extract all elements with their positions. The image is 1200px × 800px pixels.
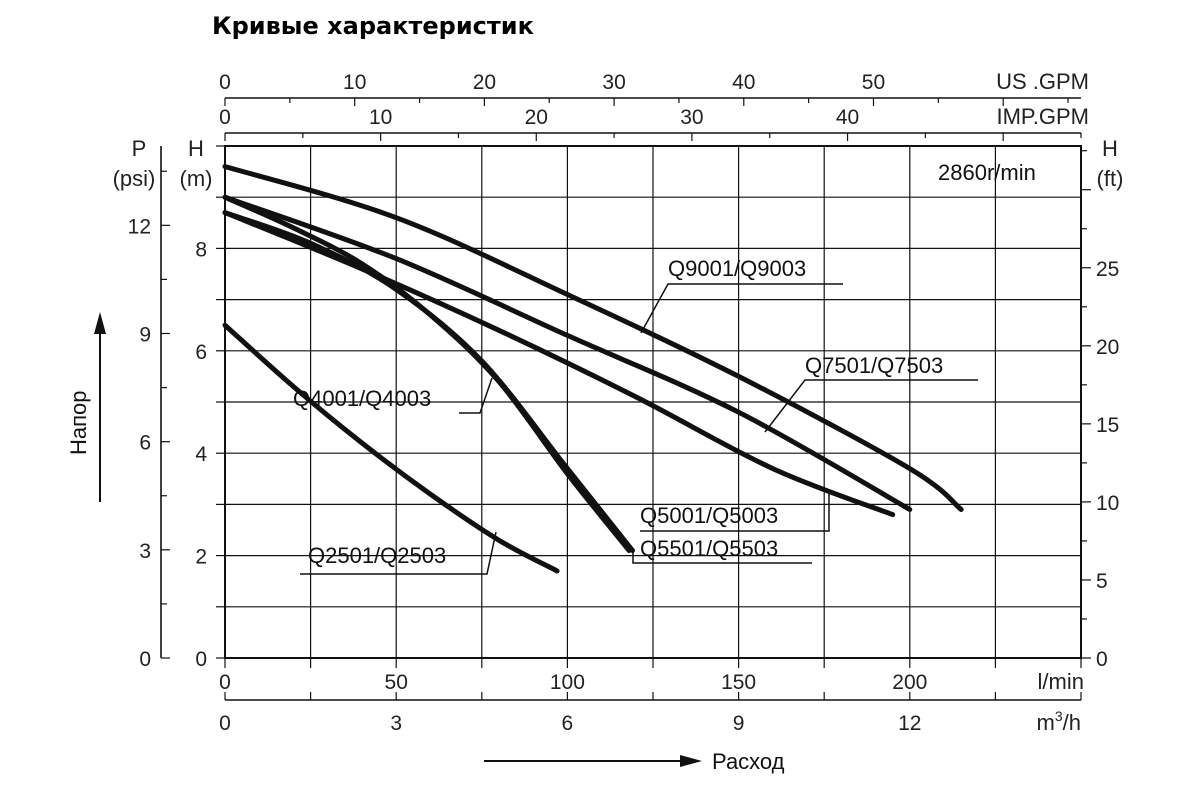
ft-unit: (ft) bbox=[1097, 166, 1124, 191]
ft-unit-letter: H bbox=[1102, 136, 1118, 161]
usgpm-tick-label: 0 bbox=[219, 71, 231, 94]
ft-tick-label: 25 bbox=[1096, 258, 1119, 281]
chart-title: Кривые характеристик bbox=[212, 12, 534, 40]
lmin-unit: l/min bbox=[1038, 669, 1084, 694]
psi-tick-label: 0 bbox=[139, 648, 151, 671]
lmin-tick-label: 50 bbox=[385, 671, 408, 694]
curve-q5001-q5003 bbox=[222, 210, 896, 518]
left-axes: 0 2 4 6 8 H (m) 0 3 6 9 12 P (psi) bbox=[113, 136, 225, 671]
series-label-q7501-q7503: Q7501/Q7503 bbox=[805, 353, 943, 378]
curve-q5501-q5503 bbox=[222, 194, 632, 553]
lmin-tick-label: 200 bbox=[892, 671, 927, 694]
m-tick-label: 6 bbox=[195, 341, 207, 364]
series-label-q5001-q5003: Q5001/Q5003 bbox=[640, 503, 778, 528]
m3h-tick-label: 9 bbox=[733, 712, 745, 735]
m3h-tick-label: 0 bbox=[219, 712, 231, 735]
m3h-unit-tail: /h bbox=[1063, 710, 1081, 735]
m3h-unit-sup: 3 bbox=[1055, 708, 1063, 724]
series-label-q4001-q4003: Q4001/Q4003 bbox=[293, 386, 431, 411]
impgpm-tick-label: 40 bbox=[836, 106, 859, 129]
leader-q5501-q5503 bbox=[632, 548, 812, 564]
curve-q7501-q7503 bbox=[222, 194, 913, 512]
ft-tick-label: 10 bbox=[1096, 492, 1119, 515]
m-tick-label: 4 bbox=[195, 443, 207, 466]
m3h-unit: m3/h bbox=[1037, 708, 1081, 735]
speed-annotation: 2860r/min bbox=[938, 160, 1036, 185]
m-unit-letter: H bbox=[188, 136, 204, 161]
m3h-tick-label: 6 bbox=[562, 712, 574, 735]
ft-tick-label: 5 bbox=[1096, 570, 1108, 593]
x-axis-title: Расход bbox=[712, 749, 785, 774]
impgpm-tick-label: 20 bbox=[525, 106, 548, 129]
psi-unit-letter: P bbox=[132, 136, 147, 161]
leader-q2501-q2503 bbox=[300, 531, 497, 575]
y-axis-title: Напор bbox=[66, 390, 91, 455]
psi-tick-label: 3 bbox=[139, 540, 151, 563]
x-axis-title-group: Расход bbox=[484, 749, 785, 774]
psi-tick-label: 12 bbox=[128, 215, 151, 238]
psi-unit: (psi) bbox=[113, 166, 156, 191]
leader-q4001-q4003 bbox=[459, 377, 493, 414]
curves bbox=[222, 164, 964, 574]
m-tick-label: 8 bbox=[195, 238, 207, 261]
lmin-tick-label: 100 bbox=[550, 671, 585, 694]
y-axis-title-group: Напор bbox=[66, 312, 106, 502]
x-axis-arrow-head bbox=[680, 755, 702, 767]
right-axis: 0 5 10 15 20 25 H (ft) bbox=[1081, 136, 1123, 671]
leader-q5001-q5003 bbox=[640, 491, 830, 532]
usgpm-tick-label: 50 bbox=[862, 71, 885, 94]
grid bbox=[225, 146, 1081, 658]
usgpm-tick-label: 40 bbox=[732, 71, 755, 94]
m3h-tick-label: 3 bbox=[390, 712, 402, 735]
impgpm-tick-label: 10 bbox=[369, 106, 392, 129]
usgpm-unit: US .GPM bbox=[996, 69, 1089, 94]
lmin-tick-label: 150 bbox=[721, 671, 756, 694]
m-unit: (m) bbox=[180, 166, 213, 191]
m-tick-label: 2 bbox=[195, 546, 207, 569]
curve-q2501-q2503 bbox=[222, 322, 560, 574]
leader-q7501-q7503 bbox=[764, 379, 978, 433]
usgpm-tick-label: 10 bbox=[343, 71, 366, 94]
series-labels: Q2501/Q2503 Q4001/Q4003 Q5001/Q5003 Q5501/Q… bbox=[293, 256, 978, 575]
leader-q9001-q9003 bbox=[640, 283, 843, 334]
series-label-q5501-q5503: Q5501/Q5503 bbox=[640, 536, 778, 561]
m3h-tick-label: 12 bbox=[898, 712, 921, 735]
curve-q9001-q9003 bbox=[222, 164, 964, 512]
usgpm-tick-label: 30 bbox=[602, 71, 625, 94]
impgpm-tick-label: 0 bbox=[219, 106, 231, 129]
ft-tick-label: 20 bbox=[1096, 336, 1119, 359]
series-label-q9001-q9003: Q9001/Q9003 bbox=[668, 256, 806, 281]
psi-tick-label: 9 bbox=[139, 323, 151, 346]
ft-tick-label: 15 bbox=[1096, 414, 1119, 437]
usgpm-tick-label: 20 bbox=[473, 71, 496, 94]
m-tick-label: 0 bbox=[195, 648, 207, 671]
psi-tick-label: 6 bbox=[139, 432, 151, 455]
ft-tick-label: 0 bbox=[1096, 648, 1108, 671]
y-axis-arrow-head bbox=[94, 312, 106, 334]
lmin-tick-label: 0 bbox=[219, 671, 231, 694]
series-label-q2501-q2503: Q2501/Q2503 bbox=[308, 543, 446, 568]
impgpm-tick-label: 30 bbox=[680, 106, 703, 129]
impgpm-unit: IMP.GPM bbox=[996, 104, 1089, 129]
m3h-unit-base: m bbox=[1037, 710, 1055, 735]
